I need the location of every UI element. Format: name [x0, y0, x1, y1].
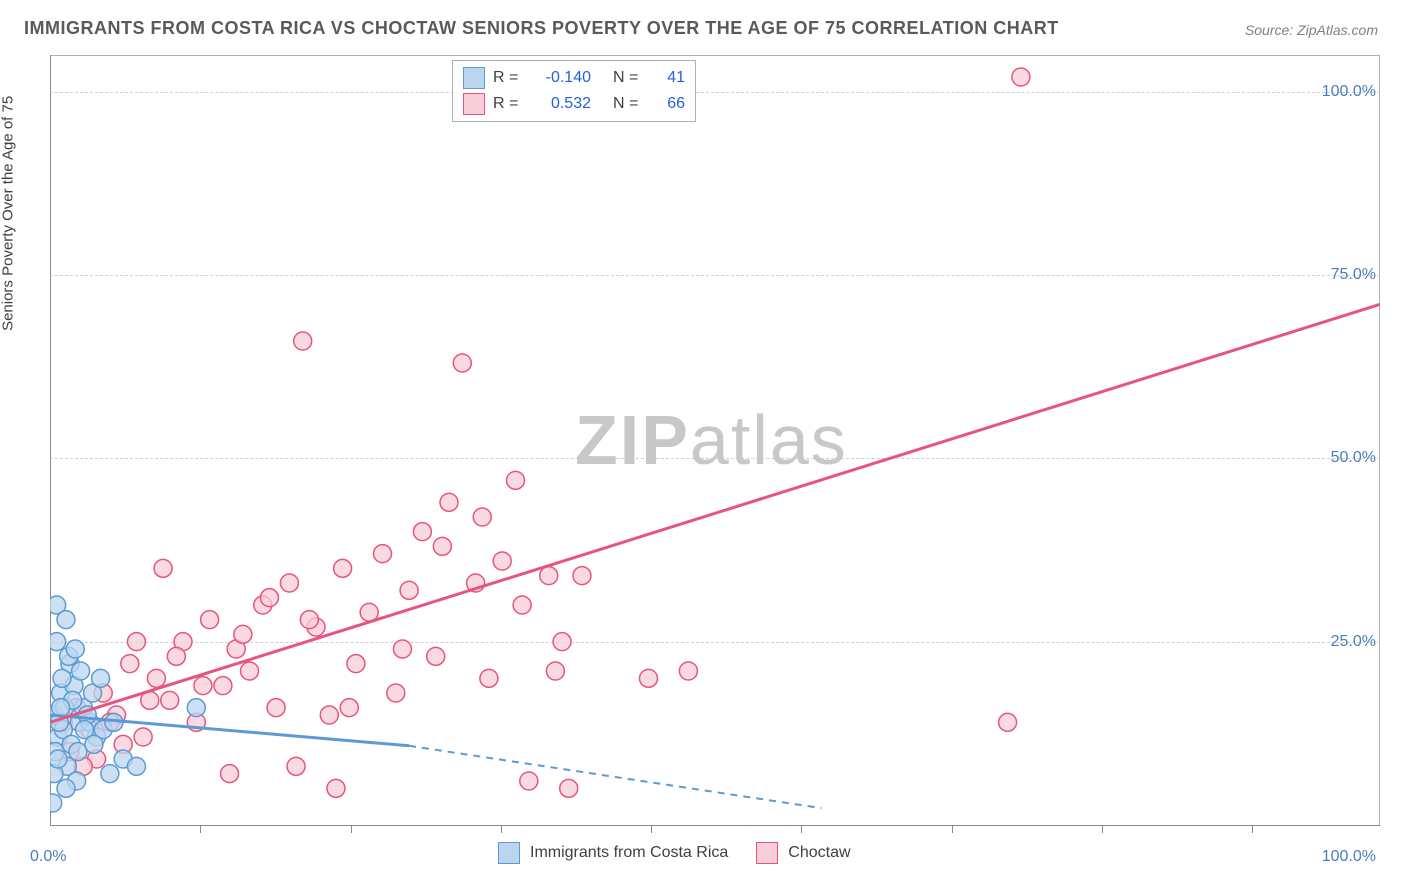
data-point: [85, 735, 103, 753]
data-point: [127, 633, 145, 651]
x-tick: [1252, 825, 1253, 833]
data-point: [92, 669, 110, 687]
data-point: [121, 655, 139, 673]
x-tick: [1102, 825, 1103, 833]
data-point: [433, 537, 451, 555]
data-point: [267, 699, 285, 717]
data-point: [154, 559, 172, 577]
legend-r-value: -0.140: [531, 69, 591, 87]
data-point: [280, 574, 298, 592]
data-point: [347, 655, 365, 673]
data-point: [553, 633, 571, 651]
legend-label: Immigrants from Costa Rica: [530, 844, 728, 862]
data-point: [161, 691, 179, 709]
data-point: [50, 794, 62, 812]
legend-swatch: [498, 842, 520, 864]
data-point: [300, 611, 318, 629]
data-point: [187, 699, 205, 717]
data-point: [387, 684, 405, 702]
legend-swatch: [756, 842, 778, 864]
data-point: [999, 713, 1017, 731]
data-point: [1012, 68, 1030, 86]
data-point: [679, 662, 697, 680]
x-tick: [501, 825, 502, 833]
data-point: [507, 471, 525, 489]
trend-line: [50, 304, 1380, 722]
data-point: [520, 772, 538, 790]
legend-n-value: 66: [651, 95, 685, 113]
y-axis-label: Seniors Poverty Over the Age of 75: [0, 96, 17, 331]
x-tick: [952, 825, 953, 833]
data-point: [294, 332, 312, 350]
data-point: [513, 596, 531, 614]
data-point: [427, 647, 445, 665]
data-point: [480, 669, 498, 687]
data-point: [340, 699, 358, 717]
data-point: [374, 545, 392, 563]
legend-r-value: 0.532: [531, 95, 591, 113]
data-point: [53, 669, 71, 687]
data-point: [167, 647, 185, 665]
data-point: [134, 728, 152, 746]
data-point: [50, 750, 67, 768]
data-point: [214, 677, 232, 695]
trend-line-extrapolated: [409, 746, 821, 808]
data-point: [194, 677, 212, 695]
data-point: [640, 669, 658, 687]
series-legend: Immigrants from Costa Rica Choctaw: [498, 842, 869, 864]
data-point: [440, 493, 458, 511]
data-point: [127, 757, 145, 775]
correlation-legend: R = -0.140 N = 41 R = 0.532 N = 66: [452, 60, 696, 122]
legend-r-label: R =: [493, 69, 523, 87]
x-tick: [801, 825, 802, 833]
legend-swatch: [463, 93, 485, 115]
scatter-svg: [50, 55, 1380, 825]
legend-n-value: 41: [651, 69, 685, 87]
data-point: [287, 757, 305, 775]
data-point: [201, 611, 219, 629]
data-point: [241, 662, 259, 680]
data-point: [546, 662, 564, 680]
data-point: [327, 779, 345, 797]
legend-n-label: N =: [613, 69, 643, 87]
legend-label: Choctaw: [788, 844, 850, 862]
x-axis-min-label: 0.0%: [30, 848, 66, 866]
data-point: [400, 581, 418, 599]
data-point: [393, 640, 411, 658]
chart-title: IMMIGRANTS FROM COSTA RICA VS CHOCTAW SE…: [24, 18, 1059, 39]
data-point: [57, 779, 75, 797]
data-point: [101, 765, 119, 783]
source-attribution: Source: ZipAtlas.com: [1245, 22, 1378, 38]
data-point: [234, 625, 252, 643]
data-point: [320, 706, 338, 724]
data-point: [57, 611, 75, 629]
data-point: [540, 567, 558, 585]
x-tick: [200, 825, 201, 833]
data-point: [473, 508, 491, 526]
data-point: [573, 567, 591, 585]
legend-swatch: [463, 67, 485, 89]
x-axis-line: [50, 825, 1380, 826]
data-point: [453, 354, 471, 372]
data-point: [72, 662, 90, 680]
data-point: [560, 779, 578, 797]
data-point: [493, 552, 511, 570]
legend-row: R = -0.140 N = 41: [463, 65, 685, 91]
x-axis-max-label: 100.0%: [1322, 848, 1376, 866]
legend-row: R = 0.532 N = 66: [463, 91, 685, 117]
data-point: [66, 640, 84, 658]
data-point: [221, 765, 239, 783]
x-tick: [651, 825, 652, 833]
x-tick: [351, 825, 352, 833]
legend-n-label: N =: [613, 95, 643, 113]
legend-r-label: R =: [493, 95, 523, 113]
data-point: [50, 633, 66, 651]
data-point: [334, 559, 352, 577]
data-point: [147, 669, 165, 687]
data-point: [260, 589, 278, 607]
data-point: [413, 523, 431, 541]
